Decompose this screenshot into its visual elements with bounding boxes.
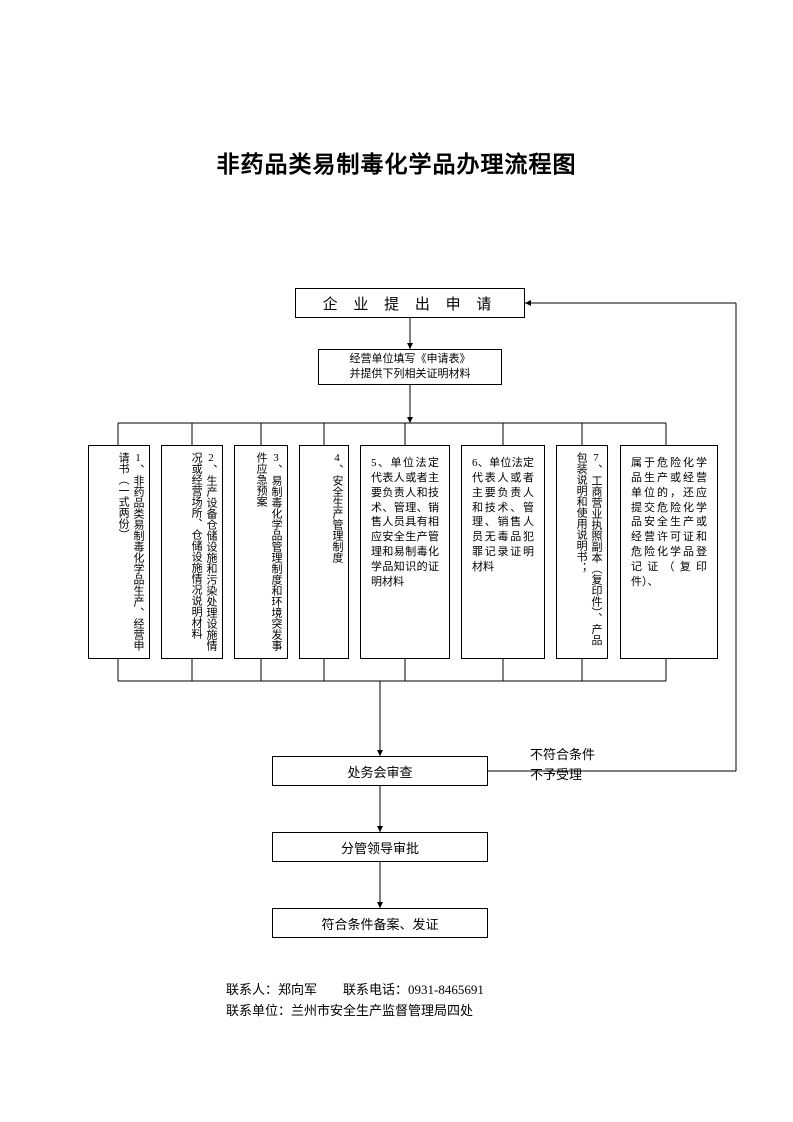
doc-box-7: 7、工商营业执照副本（复印件）、产品包装说明和使用说明书； (556, 445, 608, 659)
doc-6-text: 6、单位法定代表人或者主要负责人和技术、管理、销售人员无毒品犯罪记录证明材料 (466, 450, 540, 581)
flow-step-review-label: 处务会审查 (347, 762, 412, 781)
flow-step-issue-label: 符合条件备案、发证 (321, 914, 438, 933)
reject-label: 不符合条件 不予受理 (530, 745, 595, 784)
flow-step-issue: 符合条件备案、发证 (272, 908, 488, 938)
flow-step-approval-label: 分管领导审批 (341, 838, 419, 857)
doc-box-5: 5、单位法定代表人或者主要负责人和技术、管理、销售人员具有相应安全生产管理和易制… (360, 445, 450, 659)
doc-box-4: 4、安全生产管理制度 (299, 445, 349, 659)
fillform-line1: 经营单位填写《申请表》 (350, 352, 471, 367)
flow-step-approval: 分管领导审批 (272, 832, 488, 862)
doc-box-6: 6、单位法定代表人或者主要负责人和技术、管理、销售人员无毒品犯罪记录证明材料 (461, 445, 545, 659)
doc-box-2: 2、生产设备仓储设施和污染处理设施情况或经营场所、仓储设施情况说明材料 (161, 445, 223, 659)
doc-box-3: 3、易制毒化学品管理制度和环境突发事件应急预案 (234, 445, 288, 659)
doc-1-text: 1、非药品类易制毒化学品生产、经营申请书（一式两份） (115, 452, 145, 652)
doc-8-text: 属于危险化学品生产或经营单位的，还应提交危险化学品安全生产或经营许可证和危险化学… (625, 450, 713, 596)
flow-step-apply: 企 业 提 出 申 请 (295, 288, 525, 318)
fillform-line2: 并提供下列相关证明材料 (350, 367, 471, 382)
reject-line1: 不符合条件 (530, 745, 595, 765)
flow-step-fillform: 经营单位填写《申请表》 并提供下列相关证明材料 (318, 349, 502, 385)
contact-block: 联系人：郑向军 联系电话：0931-8465691 联系单位：兰州市安全生产监督… (226, 980, 484, 1022)
doc-box-8: 属于危险化学品生产或经营单位的，还应提交危险化学品安全生产或经营许可证和危险化学… (620, 445, 718, 659)
doc-3-text: 3、易制毒化学品管理制度和环境突发事件应急预案 (253, 452, 283, 652)
flow-step-apply-label: 企 业 提 出 申 请 (323, 293, 498, 314)
flow-step-review: 处务会审查 (272, 756, 488, 786)
doc-4-text: 4、安全生产管理制度 (329, 452, 344, 563)
reject-line2: 不予受理 (530, 765, 595, 785)
doc-5-text: 5、单位法定代表人或者主要负责人和技术、管理、销售人员具有相应安全生产管理和易制… (365, 450, 445, 596)
contact-line2: 联系单位：兰州市安全生产监督管理局四处 (226, 1001, 484, 1022)
doc-7-text: 7、工商营业执照副本（复印件）、产品包装说明和使用说明书； (573, 452, 603, 652)
doc-box-1: 1、非药品类易制毒化学品生产、经营申请书（一式两份） (88, 445, 150, 659)
doc-2-text: 2、生产设备仓储设施和污染处理设施情况或经营场所、仓储设施情况说明材料 (188, 452, 218, 652)
flow-step-fillform-text: 经营单位填写《申请表》 并提供下列相关证明材料 (350, 352, 471, 382)
contact-line1: 联系人：郑向军 联系电话：0931-8465691 (226, 980, 484, 1001)
page-title: 非药品类易制毒化学品办理流程图 (0, 145, 793, 179)
